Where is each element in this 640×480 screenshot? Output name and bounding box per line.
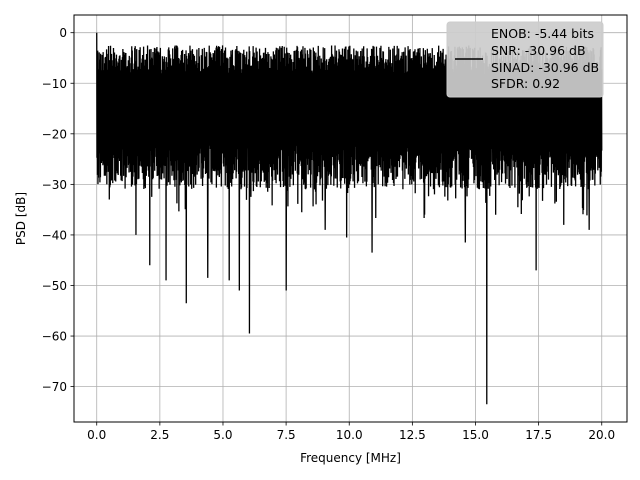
x-tick-label: 7.5 [277,428,296,442]
legend-entry-enob: ENOB: -5.44 bits [491,26,594,41]
x-tick-label: 20.0 [588,428,615,442]
y-tick-label: −70 [42,380,67,394]
x-tick-label: 0.0 [87,428,106,442]
x-tick-label: 17.5 [525,428,552,442]
y-axis-ticks: 0 −10 −20 −30 −40 −50 −60 −70 [42,26,74,394]
x-tick-label: 5.0 [213,428,232,442]
x-tick-label: 10.0 [336,428,363,442]
x-tick-label: 15.0 [462,428,489,442]
legend: ENOB: -5.44 bits SNR: -30.96 dB SINAD: -… [446,21,604,98]
y-tick-label: −60 [42,330,67,344]
y-tick-label: −30 [42,178,67,192]
plot-frame [73,14,628,423]
y-tick-label: 0 [59,26,67,40]
legend-entry-snr: SNR: -30.96 dB [491,43,586,58]
x-axis-ticks: 0.0 2.5 5.0 7.5 10.0 12.5 15.0 17.5 20.0 [87,422,615,442]
legend-entry-sfdr: SFDR: 0.92 [491,76,560,91]
x-axis-label: Frequency [MHz] [300,451,401,465]
x-tick-label: 12.5 [399,428,426,442]
y-tick-label: −10 [42,77,67,91]
y-axis-label: PSD [dB] [14,192,28,245]
legend-entry-sinad: SINAD: -30.96 dB [491,60,599,75]
y-tick-label: −20 [42,127,67,141]
x-tick-label: 2.5 [150,428,169,442]
y-tick-label: −40 [42,228,67,242]
y-tick-label: −50 [42,279,67,293]
legend-box [446,21,604,98]
